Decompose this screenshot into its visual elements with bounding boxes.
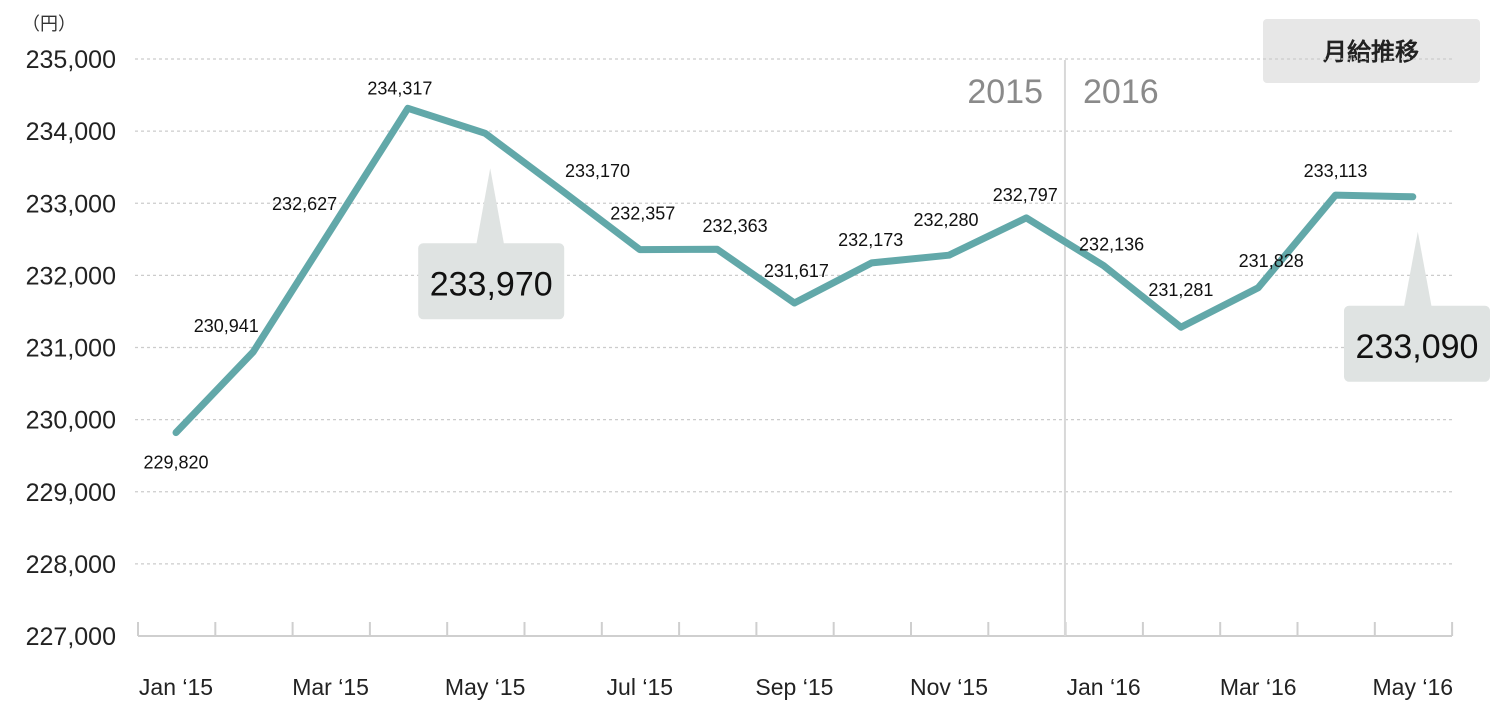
- x-tick-label: Mar ‘16: [1220, 674, 1297, 700]
- data-label: 232,357: [610, 204, 675, 224]
- callout-value: 233,090: [1356, 328, 1479, 366]
- x-tick-label: May ‘16: [1373, 674, 1454, 700]
- callout-pointer: [476, 168, 505, 246]
- gridlines: [135, 58, 1455, 565]
- data-label: 230,941: [194, 316, 259, 336]
- x-tick-label: Nov ‘15: [910, 674, 988, 700]
- chart-title-background: [1263, 19, 1480, 83]
- callout-pointer: [1403, 231, 1432, 308]
- x-tick-label: May ‘15: [445, 674, 526, 700]
- data-label: 232,173: [838, 230, 903, 250]
- x-tick-label: Sep ‘15: [755, 674, 833, 700]
- y-tick-label: 233,000: [26, 190, 116, 218]
- x-axis: [137, 622, 1454, 637]
- year-divider: 2015 2016: [967, 60, 1159, 636]
- x-tick-labels: Jan ‘15 Mar ‘15 May ‘15 Jul ‘15 Sep ‘15 Nov ‘…: [139, 674, 1453, 700]
- data-label: 232,797: [993, 185, 1058, 205]
- callouts: 233,970 233,090: [418, 168, 1490, 382]
- chart-title: 月給推移: [1322, 38, 1419, 66]
- data-label: 232,627: [272, 194, 337, 214]
- y-axis: 227,000 228,000 229,000 230,000 231,000 232,0…: [26, 46, 116, 651]
- callout: 233,090: [1344, 231, 1490, 382]
- data-label: 231,828: [1239, 251, 1304, 271]
- data-label: 233,113: [1304, 161, 1368, 181]
- y-tick-label: 227,000: [26, 623, 116, 651]
- data-label: 232,363: [703, 216, 768, 236]
- data-label: 234,317: [367, 78, 432, 98]
- y-tick-label: 232,000: [26, 262, 116, 290]
- data-series: [172, 104, 1417, 437]
- callout-box: [1344, 305, 1490, 382]
- year-2015-label: 2015: [967, 73, 1043, 111]
- year-2016-label: 2016: [1083, 73, 1159, 111]
- x-tick-label: Jan ‘16: [1067, 674, 1141, 700]
- callout-box: [418, 243, 565, 320]
- x-tick-label: Jul ‘15: [607, 674, 673, 700]
- x-tick-label: Mar ‘15: [292, 674, 369, 700]
- data-label: 233,170: [565, 161, 630, 181]
- data-label: 232,136: [1079, 235, 1144, 255]
- series-line: [172, 104, 1417, 437]
- y-tick-label: 235,000: [26, 46, 116, 74]
- y-tick-label: 229,000: [26, 479, 116, 507]
- y-tick-label: 230,000: [26, 407, 116, 435]
- callout-value: 233,970: [430, 265, 553, 303]
- chart-title-box: 月給推移: [1263, 19, 1480, 83]
- y-unit-label: （円）: [22, 14, 76, 35]
- data-labels: 229,820 230,941 232,627 234,317 233,170 232,3…: [143, 78, 1367, 472]
- y-tick-label: 234,000: [26, 118, 116, 146]
- callout: 233,970: [418, 168, 565, 320]
- x-tick-label: Jan ‘15: [139, 674, 213, 700]
- y-tick-label: 231,000: [26, 335, 116, 363]
- data-label: 231,281: [1148, 280, 1213, 300]
- data-label: 232,280: [913, 210, 978, 230]
- y-tick-label: 228,000: [26, 551, 116, 579]
- data-label: 231,617: [764, 261, 829, 281]
- data-label: 229,820: [143, 453, 208, 473]
